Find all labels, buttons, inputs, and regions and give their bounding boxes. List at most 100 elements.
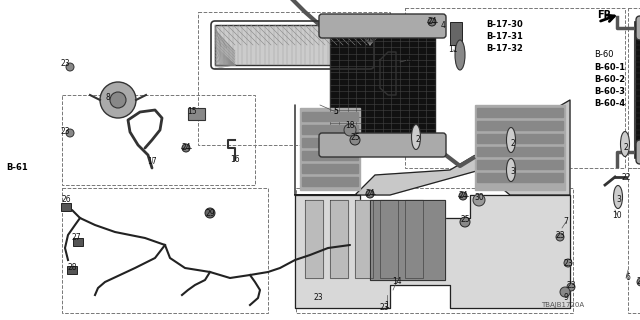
Ellipse shape <box>455 40 465 70</box>
Polygon shape <box>302 138 358 147</box>
Ellipse shape <box>412 124 420 149</box>
Text: 11: 11 <box>448 45 458 54</box>
Text: 22: 22 <box>621 172 631 181</box>
Text: 10: 10 <box>612 211 622 220</box>
Text: 23: 23 <box>636 276 640 285</box>
Ellipse shape <box>621 132 630 156</box>
Text: FR.: FR. <box>597 10 615 20</box>
Circle shape <box>473 194 485 206</box>
Text: B-60-1: B-60-1 <box>594 63 625 72</box>
Ellipse shape <box>506 127 515 153</box>
Text: 15: 15 <box>187 108 197 116</box>
Circle shape <box>428 18 436 26</box>
Circle shape <box>350 135 360 145</box>
Polygon shape <box>475 105 565 190</box>
Text: B-60-2: B-60-2 <box>594 75 625 84</box>
Polygon shape <box>305 200 323 278</box>
Polygon shape <box>380 200 398 278</box>
Circle shape <box>100 82 136 118</box>
Circle shape <box>366 190 374 198</box>
Bar <box>405 8 625 168</box>
Text: 2: 2 <box>511 139 515 148</box>
Circle shape <box>567 283 575 291</box>
Text: 30: 30 <box>474 194 484 203</box>
Circle shape <box>460 217 470 227</box>
Ellipse shape <box>614 186 623 209</box>
Text: 24: 24 <box>427 18 437 27</box>
Circle shape <box>560 287 570 297</box>
Text: 23: 23 <box>563 259 573 268</box>
Text: 16: 16 <box>230 156 240 164</box>
Bar <box>188 108 205 120</box>
Polygon shape <box>295 195 570 308</box>
Bar <box>296 188 573 313</box>
Text: 3: 3 <box>616 195 621 204</box>
Polygon shape <box>477 173 563 182</box>
Text: B-60: B-60 <box>594 50 614 59</box>
Bar <box>61 203 71 211</box>
Text: 1: 1 <box>385 300 389 309</box>
Polygon shape <box>295 100 570 195</box>
Text: 27: 27 <box>71 234 81 243</box>
Text: 23: 23 <box>313 292 323 301</box>
Text: TBAJB1720A: TBAJB1720A <box>541 302 584 308</box>
Bar <box>67 266 77 274</box>
Polygon shape <box>370 200 445 280</box>
Bar <box>628 8 640 168</box>
Text: B-60-3: B-60-3 <box>594 87 625 96</box>
Bar <box>330 22 435 148</box>
Text: 25: 25 <box>350 133 360 142</box>
Text: 24: 24 <box>181 143 191 153</box>
Circle shape <box>637 278 640 286</box>
Text: 26: 26 <box>61 196 71 204</box>
Text: 5: 5 <box>333 108 339 116</box>
FancyBboxPatch shape <box>636 140 640 164</box>
Polygon shape <box>477 160 563 169</box>
Text: 23: 23 <box>555 230 565 239</box>
Circle shape <box>564 259 572 267</box>
Polygon shape <box>477 147 563 156</box>
FancyBboxPatch shape <box>319 14 446 38</box>
Text: 23: 23 <box>60 59 70 68</box>
Polygon shape <box>302 112 358 121</box>
Text: B-17-30: B-17-30 <box>486 20 523 29</box>
Text: 2: 2 <box>415 135 420 145</box>
Polygon shape <box>302 177 358 186</box>
Text: 23: 23 <box>60 127 70 137</box>
Text: 19: 19 <box>403 55 413 65</box>
Text: 23: 23 <box>379 302 389 311</box>
Ellipse shape <box>506 158 515 181</box>
Text: B-61: B-61 <box>6 163 28 172</box>
FancyBboxPatch shape <box>319 133 446 157</box>
Polygon shape <box>405 200 423 278</box>
Bar <box>215 25 370 65</box>
Text: 25: 25 <box>460 215 470 225</box>
Bar <box>635 22 640 158</box>
Polygon shape <box>477 121 563 130</box>
Circle shape <box>459 192 467 200</box>
Polygon shape <box>330 200 348 278</box>
Circle shape <box>110 92 126 108</box>
Circle shape <box>205 208 215 218</box>
Bar <box>628 168 640 313</box>
Polygon shape <box>302 164 358 173</box>
Polygon shape <box>477 108 563 117</box>
Bar <box>450 22 462 45</box>
Text: B-17-31: B-17-31 <box>486 32 523 41</box>
Text: 28: 28 <box>67 262 77 271</box>
Bar <box>73 238 83 246</box>
Polygon shape <box>355 200 373 278</box>
Text: B-17-32: B-17-32 <box>486 44 523 53</box>
Text: B-60-4: B-60-4 <box>594 99 625 108</box>
Text: 24: 24 <box>458 191 468 201</box>
Text: 7: 7 <box>564 218 568 227</box>
Circle shape <box>66 129 74 137</box>
Text: 6: 6 <box>625 274 630 283</box>
Text: 23: 23 <box>566 282 576 291</box>
Polygon shape <box>302 151 358 160</box>
Text: 4: 4 <box>440 21 445 30</box>
Text: 8: 8 <box>106 93 110 102</box>
Polygon shape <box>477 134 563 143</box>
Polygon shape <box>302 125 358 134</box>
Text: 2: 2 <box>623 142 628 151</box>
